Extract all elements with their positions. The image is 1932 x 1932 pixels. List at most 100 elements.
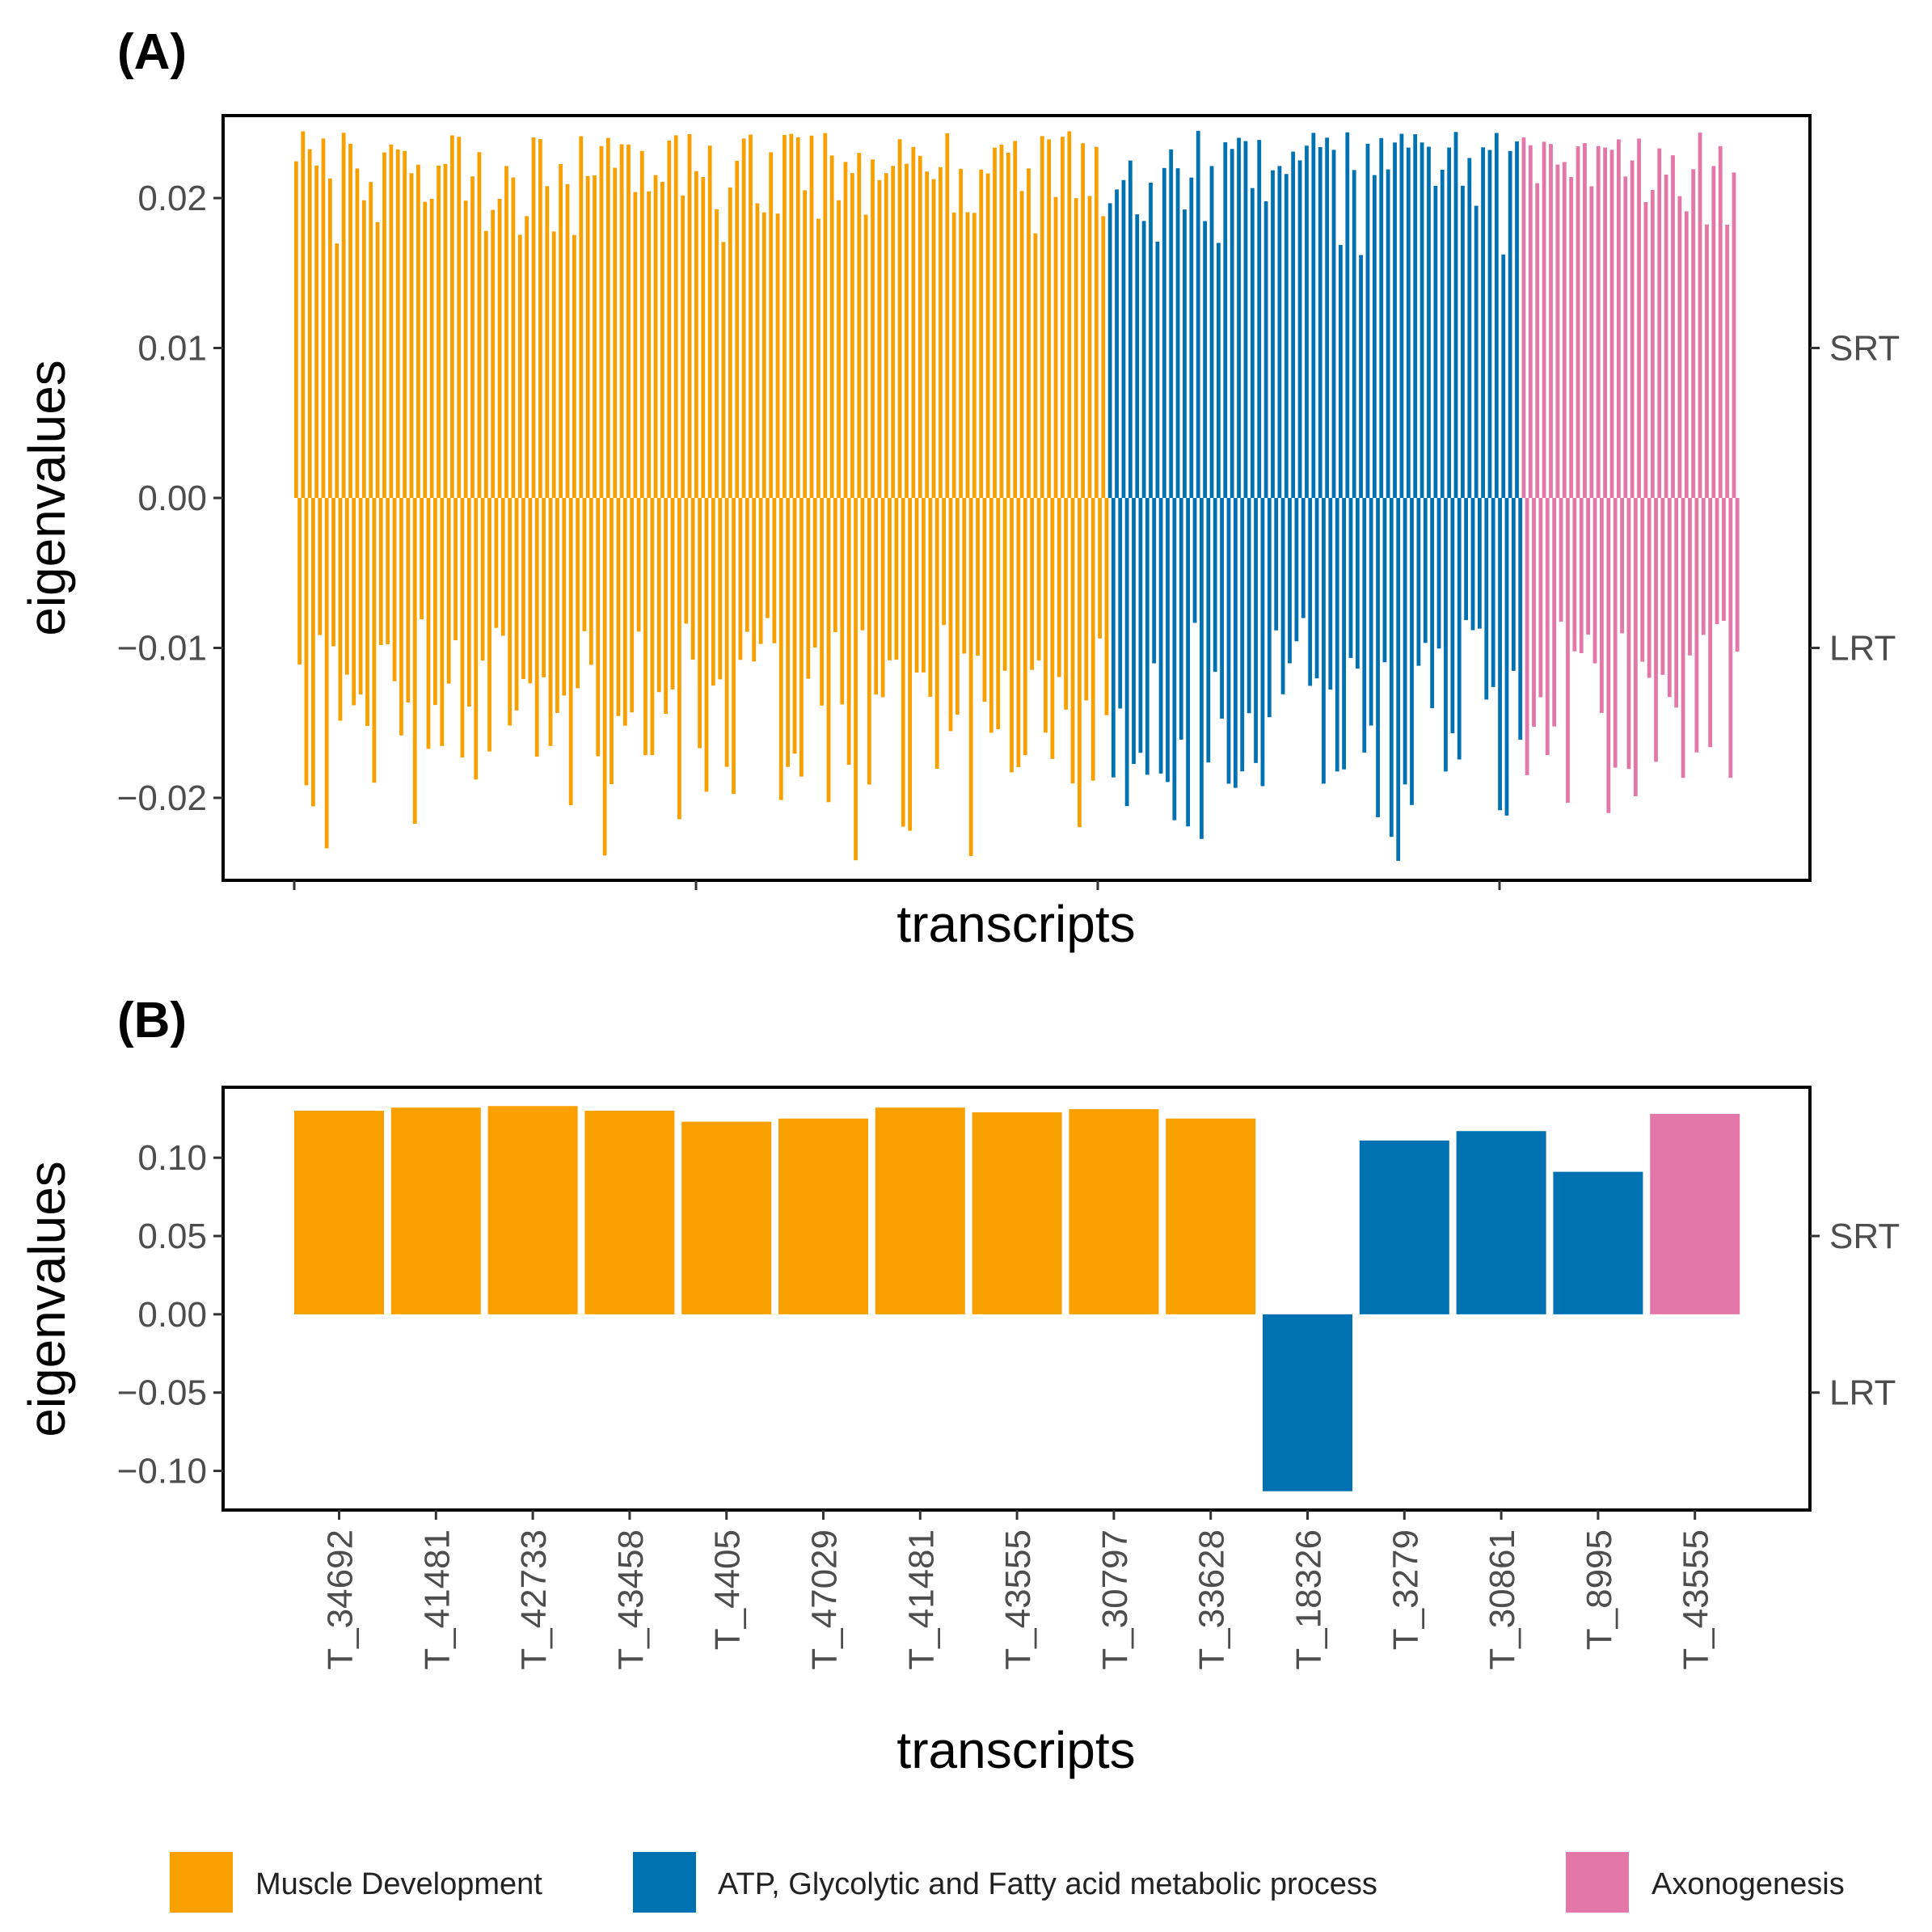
panel-a-bar bbox=[840, 498, 845, 705]
panel-a-bar bbox=[572, 234, 576, 498]
panel-a-bar bbox=[1386, 169, 1390, 498]
panel-a-bar bbox=[369, 182, 373, 498]
panel-a-bar bbox=[1050, 498, 1055, 759]
panel-a-bar bbox=[745, 498, 749, 632]
panel-a-bar bbox=[1406, 147, 1411, 498]
panel-a-bar bbox=[1314, 498, 1319, 679]
panel-a-bar bbox=[1487, 150, 1492, 498]
panel-a-bar bbox=[1362, 498, 1367, 753]
panel-a-bar bbox=[403, 150, 407, 498]
panel-a-y-tick-label: 0.00 bbox=[137, 479, 207, 518]
panel-a-bar bbox=[382, 152, 386, 498]
panel-a-bar bbox=[1006, 152, 1010, 498]
panel-a-bar bbox=[1698, 133, 1702, 498]
panel-a-bar bbox=[1481, 147, 1485, 499]
panel-a-bar bbox=[1189, 177, 1194, 498]
panel-a-bar bbox=[1596, 146, 1601, 498]
panel-a-bar bbox=[1633, 498, 1638, 797]
panel-a-bar bbox=[928, 498, 933, 697]
panel-a-bar bbox=[463, 200, 468, 498]
panel-a-bar bbox=[1640, 498, 1645, 662]
panel-a-bar bbox=[466, 498, 471, 707]
panel-a-y-tick-label: 0.01 bbox=[137, 329, 207, 369]
panel-a-bar bbox=[1416, 498, 1421, 666]
panel-a-bar bbox=[630, 498, 635, 713]
panel-b-y-ticks: 0.10 0.05 0.00 −0.05 −0.10 bbox=[117, 1138, 223, 1491]
panel-a-bar bbox=[1284, 174, 1289, 498]
panel-a-bar bbox=[684, 498, 689, 624]
panel-b-secondary-axis: SRT LRT bbox=[1810, 1217, 1900, 1413]
panel-a-bar bbox=[647, 191, 652, 498]
panel-a-bar bbox=[1701, 498, 1706, 635]
panel-a-bar bbox=[304, 498, 309, 786]
panel-b-bar bbox=[972, 1112, 1062, 1314]
panel-a-bar bbox=[761, 212, 766, 498]
panel-a-bar bbox=[582, 498, 587, 631]
panel-a-bar bbox=[1033, 233, 1038, 498]
legend-label-atp: ATP, Glycolytic and Fatty acid metabolic… bbox=[718, 1867, 1377, 1901]
panel-a-bar bbox=[1013, 141, 1018, 498]
panel-a-bar bbox=[1301, 498, 1306, 618]
panel-b-x-ticks: T_34692 T_41481 T_42733 T_43458 T_4405 T_4702… bbox=[321, 1510, 1716, 1670]
panel-a-bar bbox=[1650, 189, 1655, 498]
panel-a-bar bbox=[955, 498, 960, 715]
panel-a-bar bbox=[517, 234, 522, 498]
panel-a-bar bbox=[1637, 138, 1641, 498]
panel-a-bar bbox=[1070, 498, 1075, 784]
legend-swatch-atp bbox=[633, 1852, 696, 1913]
panel-a-secondary-label: LRT bbox=[1829, 628, 1896, 668]
panel-a-bar bbox=[1555, 164, 1560, 499]
panel-a-bar bbox=[1436, 498, 1441, 649]
panel-a-bar bbox=[905, 163, 909, 498]
panel-a-bar bbox=[504, 166, 508, 498]
panel-a-bar bbox=[555, 498, 559, 713]
panel-b-bar bbox=[294, 1111, 384, 1314]
panel-a-bar bbox=[687, 134, 692, 498]
panel-a-bar bbox=[1450, 498, 1455, 734]
panel-a-bar bbox=[548, 498, 553, 746]
panel-a-bar bbox=[1175, 168, 1180, 498]
panel-a-bar bbox=[778, 498, 783, 800]
panel-a-bar bbox=[1528, 145, 1533, 498]
panel-a-bar bbox=[1064, 498, 1069, 710]
panel-a-bar bbox=[1322, 498, 1326, 784]
panel-a-bar bbox=[1115, 189, 1119, 498]
panel-a-bar bbox=[694, 171, 698, 498]
panel-a-bar bbox=[1196, 130, 1200, 498]
panel-a-bar bbox=[959, 168, 963, 498]
panel-a-bar bbox=[1728, 498, 1733, 778]
panel-a-bar bbox=[301, 131, 306, 498]
panel-a-bar bbox=[1135, 214, 1140, 498]
panel-a-bar bbox=[996, 498, 1001, 730]
panel-a-bar bbox=[1647, 498, 1651, 678]
panel-a-bar bbox=[1657, 148, 1662, 498]
panel-a-bar bbox=[1107, 203, 1112, 498]
panel-a-bar bbox=[1355, 498, 1360, 669]
panel-a-bar bbox=[602, 498, 607, 856]
panel-a-bar bbox=[1389, 498, 1394, 837]
panel-a: (A) 0.02 0.01 0.00 −0.01 −0.02 SRT LRT transc… bbox=[18, 24, 1900, 953]
panel-a-bar bbox=[1399, 133, 1404, 498]
panel-a-bar bbox=[704, 498, 709, 792]
panel-a-bar bbox=[483, 230, 488, 498]
panel-a-bar bbox=[1572, 498, 1577, 652]
panel-a-bar bbox=[660, 181, 664, 498]
panel-a-bar bbox=[1209, 166, 1214, 498]
panel-a-bar bbox=[755, 203, 760, 498]
panel-a-bar bbox=[718, 498, 723, 680]
panel-a-bar bbox=[1444, 498, 1448, 772]
panel-a-bar bbox=[1552, 498, 1557, 727]
panel-a-bar bbox=[412, 498, 417, 825]
panel-a-bar bbox=[1667, 498, 1672, 698]
panel-a-bar bbox=[735, 160, 740, 498]
panel-a-bar bbox=[1027, 168, 1031, 498]
panel-a-bar bbox=[497, 198, 502, 498]
panel-a-bar bbox=[1250, 188, 1255, 499]
panel-a-bar bbox=[701, 177, 706, 498]
panel-a-bar bbox=[979, 169, 984, 498]
panel-a-bar bbox=[1263, 201, 1268, 498]
panel-a-bar bbox=[1559, 498, 1563, 622]
panel-a-bar bbox=[528, 498, 533, 684]
panel-a-bar bbox=[395, 149, 400, 498]
